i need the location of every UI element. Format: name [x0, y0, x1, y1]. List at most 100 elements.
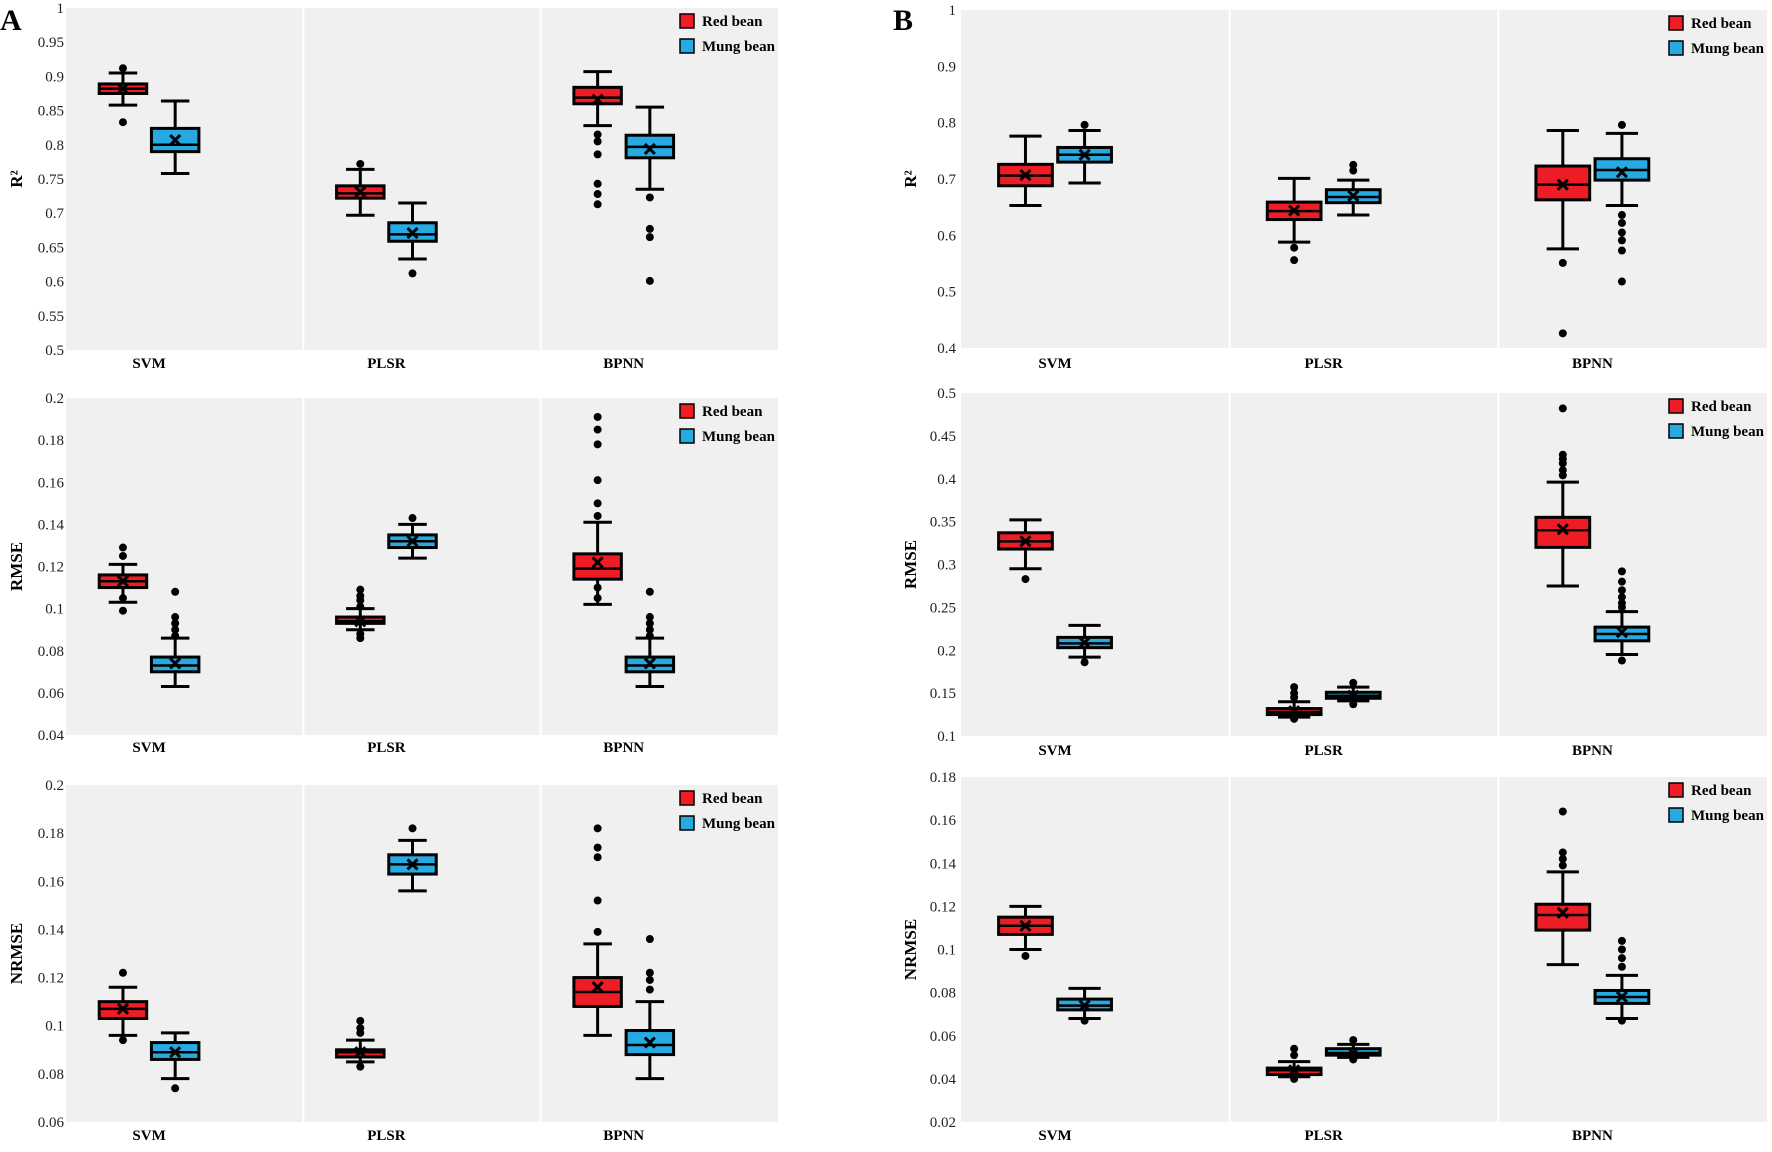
x-tick-label: PLSR	[367, 356, 406, 372]
box-red-bean-svm	[997, 134, 1054, 207]
x-tick-label: PLSR	[1305, 1128, 1344, 1144]
x-tick-label: BPNN	[603, 1128, 644, 1144]
mean-marker	[591, 93, 604, 106]
legend-label: Red bean	[1691, 16, 1752, 32]
y-tick-label: 0.8	[937, 116, 956, 132]
legend-swatch	[1668, 40, 1684, 56]
legend-label: Mung bean	[702, 429, 776, 445]
y-tick-label: 0.3	[937, 558, 956, 574]
outlier-point	[1290, 256, 1299, 265]
legend-swatch	[679, 38, 695, 54]
outlier-point	[1349, 166, 1358, 175]
box-red-bean-plsr	[335, 159, 386, 217]
y-tick-label: 0.65	[38, 240, 64, 256]
outlier-point	[645, 587, 654, 596]
chart-b-nrmse: 0.02 0.04 0.06 0.08 0.1 0.12 0.14 0.16 0.18 NRMSE…	[901, 770, 1767, 1144]
outlier-point	[593, 476, 602, 485]
outlier-point	[118, 543, 127, 552]
box-mung-bean-bpnn	[624, 587, 676, 689]
mean-marker	[116, 82, 130, 95]
legend-swatch	[1668, 807, 1684, 823]
y-axis-label: NRMSE	[901, 919, 920, 980]
box-red-bean-bpnn	[572, 824, 623, 1037]
outlier-point	[408, 514, 417, 523]
y-tick-label: 0.1	[937, 943, 956, 959]
legend-swatch	[679, 403, 695, 419]
chart-a-nrmse: 0.06 0.08 0.1 0.12 0.14 0.16 0.18 0.2 NRMSE SVM PL…	[7, 778, 778, 1144]
y-tick-label: 0.18	[930, 770, 956, 786]
y-tick-label: 1	[949, 3, 957, 19]
mean-marker	[1556, 178, 1569, 191]
y-tick-label: 0.4	[937, 341, 956, 357]
box-mung-bean-svm	[1056, 986, 1113, 1025]
x-tick-label: SVM	[132, 356, 165, 372]
box-red-bean-bpnn	[1534, 404, 1592, 588]
outlier-point	[593, 190, 602, 199]
mean-marker	[1615, 166, 1628, 179]
box-iqr	[1534, 902, 1592, 932]
mean-marker	[591, 556, 604, 569]
x-tick-label: BPNN	[603, 356, 644, 372]
mean-marker	[354, 1046, 367, 1059]
y-tick-label: 0.18	[38, 826, 64, 842]
y-tick-label: 0.16	[38, 874, 65, 890]
y-tick-label: 0.04	[38, 728, 65, 744]
outlier-point	[645, 193, 654, 202]
legend-label: Mung bean	[1691, 808, 1765, 824]
outlier-point	[1080, 1016, 1089, 1025]
legend-swatch	[1668, 423, 1684, 439]
y-tick-label: 0.06	[38, 686, 65, 702]
outlier-point	[171, 1084, 180, 1093]
y-axis-label: NRMSE	[7, 923, 26, 984]
outlier-point	[1558, 471, 1567, 480]
outlier-point	[1617, 603, 1626, 612]
y-tick-label: 0.25	[930, 600, 956, 616]
mean-marker	[1288, 1064, 1301, 1077]
outlier-point	[593, 137, 602, 146]
x-tick-label: SVM	[1038, 743, 1071, 759]
y-tick-label: 0.2	[45, 778, 64, 794]
box-mung-bean-plsr	[387, 201, 438, 278]
mean-marker	[116, 575, 130, 588]
y-tick-label: 0.9	[937, 59, 956, 75]
box-mung-bean-plsr	[387, 824, 438, 893]
mean-marker	[1347, 1046, 1360, 1060]
outlier-point	[1080, 120, 1089, 129]
box-mung-bean-svm	[149, 1031, 201, 1093]
legend-label: Red bean	[1691, 783, 1752, 799]
outlier-point	[645, 632, 654, 641]
outlier-point	[593, 440, 602, 449]
x-tick-label: SVM	[132, 1128, 165, 1144]
mean-marker	[1347, 189, 1360, 202]
y-axis-label: R²	[901, 170, 920, 187]
mean-marker	[1019, 919, 1032, 932]
y-tick-label: 0.16	[930, 813, 957, 829]
legend-label: Red bean	[702, 14, 763, 30]
y-tick-label: 0.1	[45, 602, 64, 618]
y-tick-label: 0.06	[930, 1029, 957, 1045]
outlier-point	[1617, 936, 1626, 945]
y-tick-label: 0.8	[45, 138, 64, 154]
outlier-point	[1021, 951, 1030, 960]
outlier-point	[645, 625, 654, 634]
y-tick-label: 0.4	[937, 472, 956, 488]
y-tick-label: 0.16	[38, 475, 65, 491]
box-mung-bean-svm	[1056, 120, 1113, 185]
outlier-point	[356, 1028, 365, 1037]
outlier-point	[1617, 120, 1626, 129]
box-mung-bean-plsr	[1324, 1036, 1382, 1064]
box-red-bean-svm	[997, 518, 1054, 584]
box-red-bean-plsr	[335, 585, 386, 643]
outlier-point	[1290, 1044, 1299, 1053]
outlier-point	[593, 927, 602, 936]
box-mung-bean-bpnn	[1593, 567, 1651, 665]
box-mung-bean-bpnn	[1593, 936, 1651, 1025]
outlier-point	[1290, 1074, 1299, 1083]
y-tick-label: 0.5	[45, 343, 64, 359]
y-tick-label: 0.02	[930, 1115, 956, 1131]
outlier-point	[645, 935, 654, 944]
box-mung-bean-svm	[149, 99, 201, 176]
outlier-point	[1617, 577, 1626, 586]
mean-marker	[1019, 535, 1032, 548]
y-axis-label: RMSE	[901, 540, 920, 589]
